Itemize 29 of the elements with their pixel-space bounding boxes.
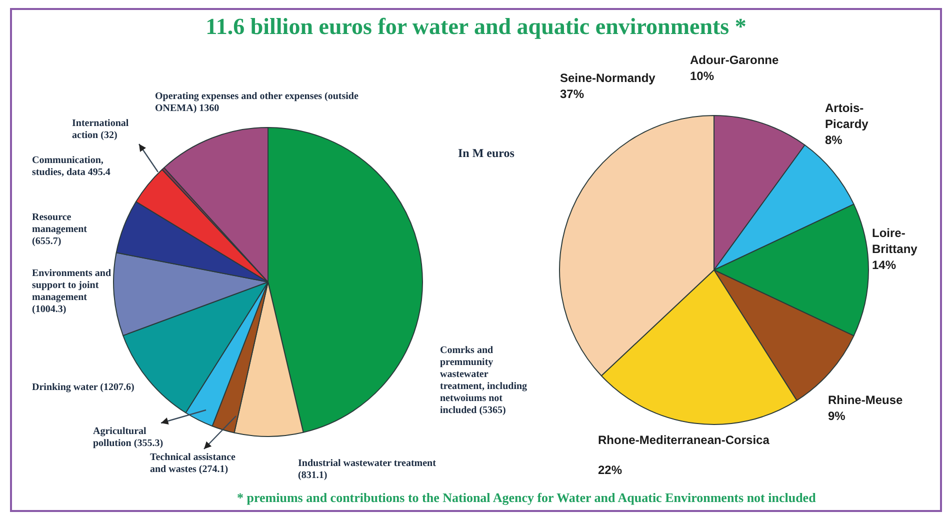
data-label: 8% — [825, 132, 842, 148]
slice-label: Loire-Brittany — [872, 226, 918, 256]
slice-label: Resource management — [32, 212, 87, 235]
data-label: (655.7) — [32, 236, 62, 247]
data-label: 1360 — [199, 103, 220, 114]
data-label: (1004.3) — [32, 304, 66, 315]
slice-label: Drinking water — [32, 382, 98, 393]
data-label: 10% — [690, 68, 714, 84]
text: * premiums and contributions to the National Agency for Water and Aquatic Environments not included — [237, 490, 816, 506]
slice-label: Rhine-Meuse — [828, 393, 903, 407]
slice-label: Environments and support to joint management — [32, 268, 112, 303]
slice-label: Seine-Normandy — [560, 71, 656, 85]
data-label: (831.1) — [298, 470, 328, 481]
text: In M euros — [458, 146, 514, 161]
data-label: (355.3) — [134, 438, 164, 449]
data-label: 22% — [598, 462, 622, 478]
data-label: 14% — [872, 257, 896, 273]
chart-title: 11.6 billion euros for water and aquatic environments * — [204, 14, 748, 40]
data-label: 9% — [828, 408, 846, 424]
data-label: (1207.6) — [100, 382, 134, 393]
data-label: (274.1) — [198, 464, 228, 475]
data-label: 37% — [560, 86, 584, 102]
slice-label: Industrial wastewater treatment — [298, 458, 436, 469]
data-label: 495.4 — [88, 167, 110, 178]
data-label: (5365) — [479, 405, 506, 416]
slice-label: Rhone-Mediterranean-Corsica — [598, 433, 770, 447]
slice-label: Artois-Picardy — [825, 101, 868, 131]
slice-label: Adour-Garonne — [690, 53, 779, 67]
data-label: (32) — [100, 130, 118, 141]
